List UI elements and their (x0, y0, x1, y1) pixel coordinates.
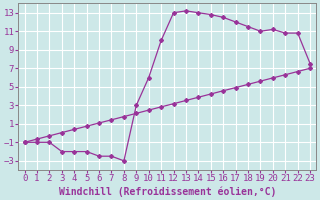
X-axis label: Windchill (Refroidissement éolien,°C): Windchill (Refroidissement éolien,°C) (59, 186, 276, 197)
